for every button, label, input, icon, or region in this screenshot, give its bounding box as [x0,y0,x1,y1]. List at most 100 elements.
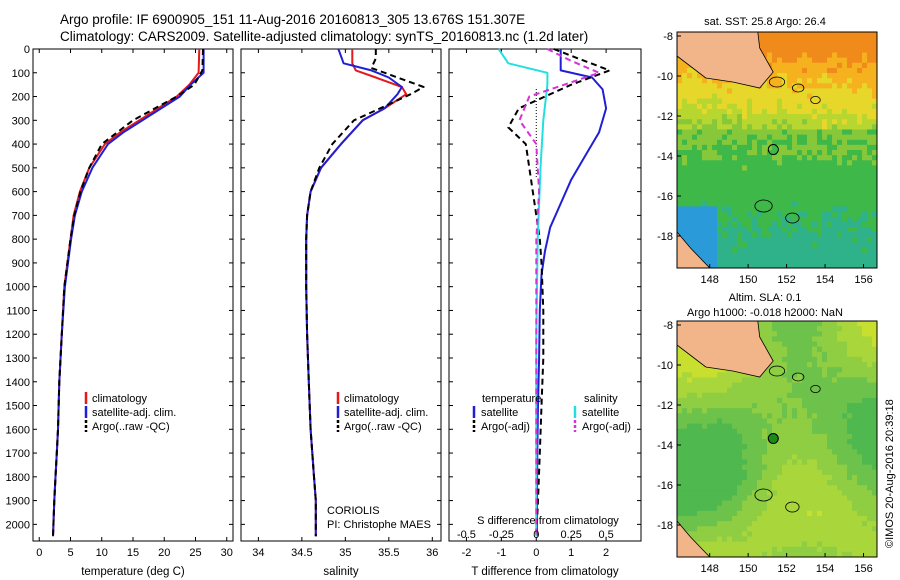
map-cell [812,331,818,337]
map-cell [727,397,733,404]
map-cell [767,449,773,455]
map-cell [832,500,838,507]
map-cell [837,408,843,414]
map-cell [792,387,798,394]
map-cell [767,216,773,223]
map-cell [872,408,878,414]
legend-satellite: satellite-adj. clim. [92,407,176,419]
map-cell [722,144,728,151]
map-cell [742,221,748,228]
map-cell [787,428,793,435]
map-cell [722,124,728,130]
map-cell [807,150,813,156]
map-cell [792,326,798,332]
map-cell [717,206,723,212]
map-cell [772,469,778,476]
map-cell [827,469,833,476]
map-cell [862,62,868,69]
map-cell [837,160,843,166]
map-cell [772,216,778,223]
map-cell [872,413,878,419]
map-cell [852,221,858,228]
map-cell [817,382,823,389]
map-cell [777,449,783,455]
map-cell [782,114,788,120]
map-cell [732,211,738,218]
map-cell [757,191,763,197]
map-cell [862,341,868,348]
map-cell [822,67,828,74]
map-cell [817,262,823,269]
map-cell [767,459,773,466]
map-cell [802,191,808,197]
map-cell [852,387,858,394]
map-cell [682,521,688,527]
map-cell [832,93,838,100]
map-cell [702,459,708,466]
map-cell [802,500,808,507]
map-cell [762,201,768,207]
map-cell [832,119,838,125]
map-cell [682,196,688,202]
map-cell [737,449,743,455]
map-cell [777,139,783,146]
map-cell [717,119,723,125]
map-cell [782,413,788,419]
map-cell [732,232,738,238]
map-cell [677,175,683,182]
map-cell [812,62,818,69]
map-cell [702,165,708,171]
map-cell [797,387,803,394]
map-cell [682,129,688,136]
map-cell [722,170,728,177]
y-tick-label: 0 [24,44,30,56]
map-cell [767,37,773,43]
map-cell [682,155,688,161]
map-cell [742,500,748,507]
map-cell [817,180,823,187]
map-cell [687,175,693,182]
map-cell [712,155,718,161]
map-cell [697,474,703,481]
map-cell [782,531,788,537]
map-cell [867,180,873,187]
map-cell [822,144,828,151]
map-cell [852,160,858,166]
map-cell [712,444,718,450]
map-cell [717,495,723,501]
map-cell [812,464,818,471]
map-cell [747,191,753,197]
map-cell [747,464,753,471]
map-cell [872,150,878,156]
map-cell [827,129,833,136]
map-cell [717,515,723,522]
map-cell [847,408,853,414]
map-cell [777,88,783,94]
map-cell [802,114,808,120]
map-cell [867,382,873,389]
map-cell [787,474,793,481]
map-cell [857,515,863,522]
map-cell [837,37,843,43]
map-cell [677,490,683,496]
map-cell [792,247,798,254]
map-cell [727,150,733,156]
map-cell [872,500,878,507]
map-cell [782,536,788,543]
map-cell [712,510,718,517]
map-cell [782,551,788,558]
map-cell [702,114,708,120]
map-cell [762,226,768,233]
map-cell [857,73,863,79]
map-cell [872,449,878,455]
map-cell [747,449,753,455]
map-cell [762,221,768,228]
map-cell [757,262,763,269]
map-cell [852,124,858,130]
map-cell [847,139,853,146]
map-cell [852,367,858,373]
map-cell [822,98,828,105]
map-cell [792,103,798,110]
map-cell [712,165,718,171]
map-cell [712,495,718,501]
